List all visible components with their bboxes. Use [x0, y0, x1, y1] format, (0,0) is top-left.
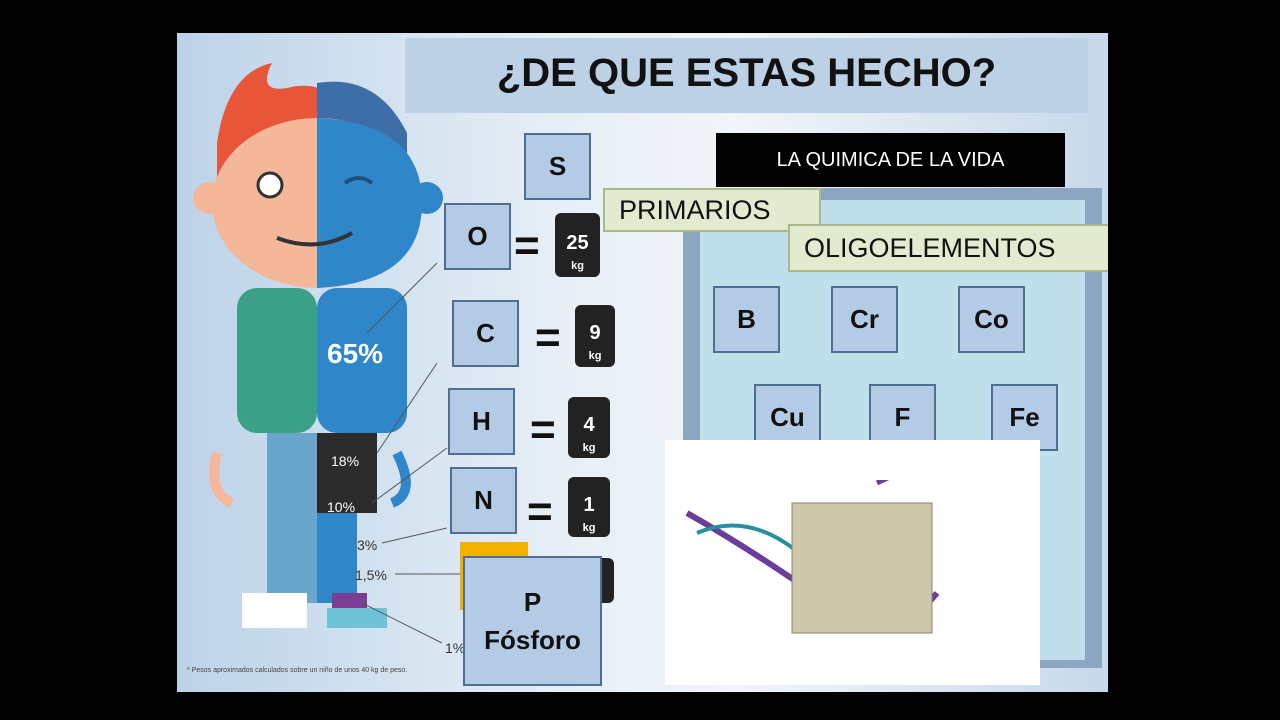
element-box: S	[524, 133, 591, 200]
title: ¿DE QUE ESTAS HECHO?	[496, 51, 997, 95]
element-box: Cr	[831, 286, 898, 353]
element-box: Co	[958, 286, 1025, 353]
subtitle: LA QUIMICA DE LA VIDA	[716, 133, 1065, 187]
weight: 1	[583, 494, 595, 516]
element-box: Cu	[754, 384, 821, 451]
unit: kg	[588, 350, 602, 362]
illustration	[193, 63, 1102, 685]
percentage: 3%	[357, 537, 378, 553]
unit: kg	[582, 522, 596, 534]
title-bar	[405, 38, 1088, 113]
unit: kg	[571, 260, 584, 272]
equals: =	[514, 221, 540, 270]
element-box: C	[452, 300, 519, 367]
group-label: OLIGOELEMENTOS	[788, 224, 1108, 272]
image-cover	[665, 440, 1040, 480]
element-box: B	[713, 286, 780, 353]
weight: 9	[589, 322, 601, 344]
phosphorus-box: P Fósforo	[463, 556, 602, 686]
element-box: N	[450, 467, 517, 534]
percentage: 1%	[445, 640, 466, 656]
weight: 4	[583, 414, 595, 436]
percentage: 18%	[331, 453, 360, 469]
equals: =	[535, 313, 561, 362]
footnote: * Pesos aproximados calculados sobre un …	[187, 667, 408, 674]
element-box: O	[444, 203, 511, 270]
weight-label: 9 kg	[575, 323, 615, 366]
slide: ¿DE QUE ESTAS HECHO? LA QUIMICA DE LA VI…	[177, 33, 1108, 692]
element-box: Fe	[991, 384, 1058, 451]
percentage: 10%	[327, 499, 356, 515]
percentage: 1,5%	[355, 567, 387, 583]
equals: =	[527, 487, 553, 536]
element-name: Fósforo	[484, 625, 581, 655]
percentage: 65%	[327, 338, 384, 369]
unit: kg	[582, 442, 596, 454]
weight: 25	[566, 232, 589, 254]
group-label: PRIMARIOS	[603, 188, 821, 232]
equals: =	[530, 405, 556, 454]
weight-label: 1 kg	[568, 495, 610, 538]
weight-label: 4 kg	[568, 415, 610, 458]
element-box: H	[448, 388, 515, 455]
symbol: P	[523, 587, 542, 617]
weight-label: 25 kg	[555, 233, 600, 276]
